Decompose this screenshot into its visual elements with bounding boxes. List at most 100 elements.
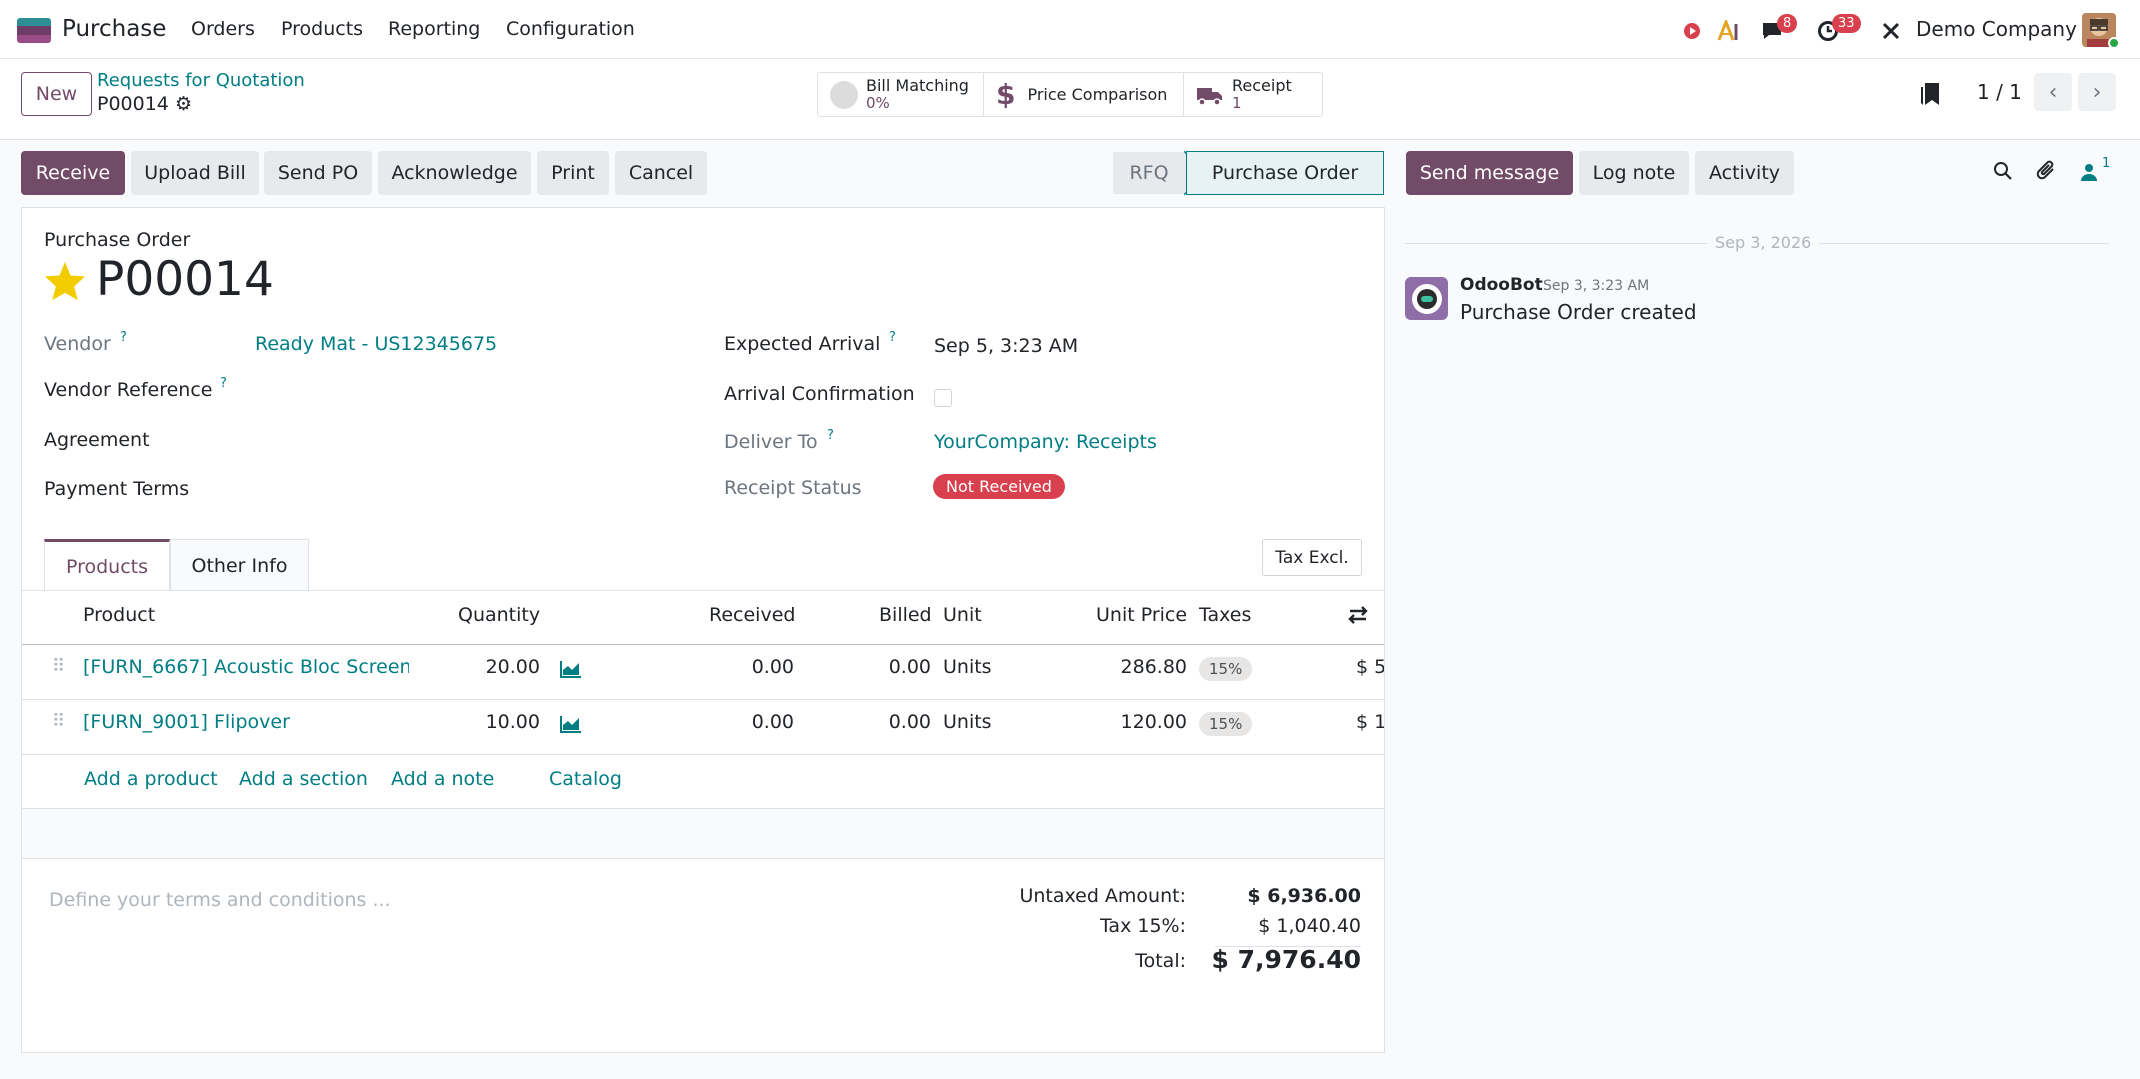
tab-products[interactable]: Products — [44, 539, 170, 591]
log-note-button[interactable]: Log note — [1579, 151, 1689, 195]
print-button[interactable]: Print — [537, 151, 609, 195]
search-icon[interactable] — [1993, 161, 2013, 186]
drag-handle-icon[interactable]: ⠿ — [52, 656, 65, 677]
deliver-to-label: Deliver To — [724, 431, 818, 453]
payment-terms-field[interactable] — [255, 471, 675, 503]
column-received[interactable]: Received — [709, 604, 796, 626]
activity-button[interactable]: Activity — [1695, 151, 1794, 195]
row-quantity[interactable]: 20.00 — [485, 656, 540, 678]
receipt-count: 1 — [1232, 94, 1242, 112]
agreement-field[interactable] — [255, 422, 675, 454]
deliver-to-field[interactable]: YourCompany: Receipts — [934, 431, 1157, 453]
add-product-link[interactable]: Add a product — [84, 768, 218, 790]
expected-arrival-field[interactable]: Sep 5, 3:23 AM — [934, 335, 1079, 357]
arrival-confirmation-checkbox[interactable] — [934, 389, 952, 407]
row-divider — [22, 754, 1384, 755]
breadcrumb-parent-link[interactable]: Requests for Quotation — [97, 70, 305, 91]
column-taxes[interactable]: Taxes — [1199, 604, 1252, 626]
forecast-chart-icon[interactable] — [560, 660, 582, 683]
bill-matching-button[interactable]: Bill Matching 0% — [818, 73, 984, 116]
message-time: Sep 3, 3:23 AM — [1543, 278, 1650, 294]
app-name[interactable]: Purchase — [62, 16, 167, 42]
receipt-status-label: Receipt Status — [724, 477, 862, 499]
row-tax-tag[interactable]: 15% — [1199, 712, 1253, 736]
row-unit[interactable]: Units — [943, 656, 992, 678]
company-switcher[interactable]: Demo Company — [1916, 17, 2077, 41]
new-button[interactable]: New — [21, 72, 92, 116]
menu-products[interactable]: Products — [281, 18, 364, 40]
column-billed[interactable]: Billed — [879, 604, 932, 626]
row-product[interactable]: [FURN_9001] Flipover — [83, 711, 290, 733]
smart-buttons: Bill Matching 0% $ Price Comparison Rece… — [817, 72, 1323, 117]
table-footer-band — [22, 809, 1384, 858]
vendor-help-icon[interactable]: ? — [120, 330, 127, 345]
debug-tools-icon[interactable] — [1880, 18, 1902, 44]
untaxed-amount-value: $ 6,936.00 — [1247, 885, 1361, 907]
row-unit-price[interactable]: 120.00 — [1120, 711, 1187, 733]
menu-reporting[interactable]: Reporting — [388, 18, 481, 40]
add-section-link[interactable]: Add a section — [239, 768, 368, 790]
acknowledge-button[interactable]: Acknowledge — [378, 151, 531, 195]
column-product[interactable]: Product — [83, 604, 156, 626]
activities-count-badge: 33 — [1832, 14, 1861, 33]
column-unit[interactable]: Unit — [943, 604, 982, 626]
table-footer-divider — [22, 808, 1384, 809]
menu-orders[interactable]: Orders — [191, 18, 255, 40]
pager-previous-button[interactable]: ‹ — [2034, 73, 2072, 111]
purchase-app-icon[interactable] — [17, 18, 51, 43]
stage-rfq[interactable]: RFQ — [1113, 152, 1185, 194]
row-unit-price[interactable]: 286.80 — [1120, 656, 1187, 678]
row-billed: 0.00 — [888, 656, 931, 678]
arrival-confirmation-label: Arrival Confirmation — [724, 383, 915, 405]
totals-divider — [1215, 946, 1361, 947]
tax-excluded-toggle[interactable]: Tax Excl. — [1262, 539, 1362, 576]
row-quantity[interactable]: 10.00 — [485, 711, 540, 733]
tab-other-info[interactable]: Other Info — [170, 539, 309, 591]
column-unit-price[interactable]: Unit Price — [1096, 604, 1188, 626]
followers-icon[interactable] — [2080, 162, 2098, 187]
catalog-link[interactable]: Catalog — [549, 768, 622, 790]
record-icon[interactable] — [1682, 18, 1702, 44]
expected-arrival-help-icon[interactable]: ? — [889, 330, 896, 345]
deliver-to-help-icon[interactable]: ? — [827, 428, 834, 443]
bookmark-icon[interactable] — [1919, 81, 1941, 112]
row-product[interactable]: [FURN_6667] Acoustic Bloc Screens — [83, 656, 409, 678]
row-divider — [22, 699, 1384, 700]
menu-configuration[interactable]: Configuration — [506, 18, 635, 40]
row-billed: 0.00 — [888, 711, 931, 733]
vendor-reference-field[interactable] — [255, 372, 675, 404]
price-comparison-button[interactable]: $ Price Comparison — [984, 73, 1184, 116]
chevron-right-icon: › — [2092, 79, 2102, 105]
bill-matching-value: 0% — [866, 94, 890, 112]
optional-columns-icon[interactable] — [1348, 606, 1368, 629]
row-subtotal: $ 1 — [1356, 711, 1384, 733]
odoobot-avatar[interactable] — [1405, 277, 1448, 320]
column-quantity[interactable]: Quantity — [458, 604, 541, 626]
pager-value[interactable]: 1 / 1 — [1977, 80, 2022, 104]
forecast-chart-icon[interactable] — [560, 715, 582, 738]
receipt-button[interactable]: Receipt 1 — [1184, 73, 1322, 116]
drag-handle-icon[interactable]: ⠿ — [52, 711, 65, 732]
cancel-button[interactable]: Cancel — [615, 151, 707, 195]
expected-arrival-label: Expected Arrival — [724, 333, 881, 355]
messages-icon[interactable] — [1759, 18, 1785, 44]
messages-count-badge: 8 — [1777, 14, 1798, 33]
stage-purchase-order[interactable]: Purchase Order — [1186, 151, 1384, 195]
row-unit[interactable]: Units — [943, 711, 992, 733]
row-tax-tag[interactable]: 15% — [1199, 657, 1253, 681]
add-note-link[interactable]: Add a note — [391, 768, 495, 790]
gear-icon[interactable]: ⚙ — [175, 93, 193, 115]
pager-next-button[interactable]: › — [2078, 73, 2116, 111]
receive-button[interactable]: Receive — [21, 151, 125, 195]
message-author[interactable]: OdooBot — [1460, 275, 1543, 295]
attachment-paperclip-icon[interactable] — [2036, 159, 2058, 188]
table-header-divider — [22, 644, 1384, 645]
send-po-button[interactable]: Send PO — [264, 151, 372, 195]
star-icon[interactable] — [43, 260, 87, 307]
vendor-field[interactable]: Ready Mat - US12345675 — [255, 333, 498, 355]
ai-icon[interactable] — [1716, 18, 1742, 44]
send-message-button[interactable]: Send message — [1406, 151, 1573, 195]
vendor-reference-help-icon[interactable]: ? — [220, 376, 227, 391]
upload-bill-button[interactable]: Upload Bill — [131, 151, 259, 195]
terms-conditions-field[interactable]: Define your terms and conditions ... — [49, 889, 391, 911]
